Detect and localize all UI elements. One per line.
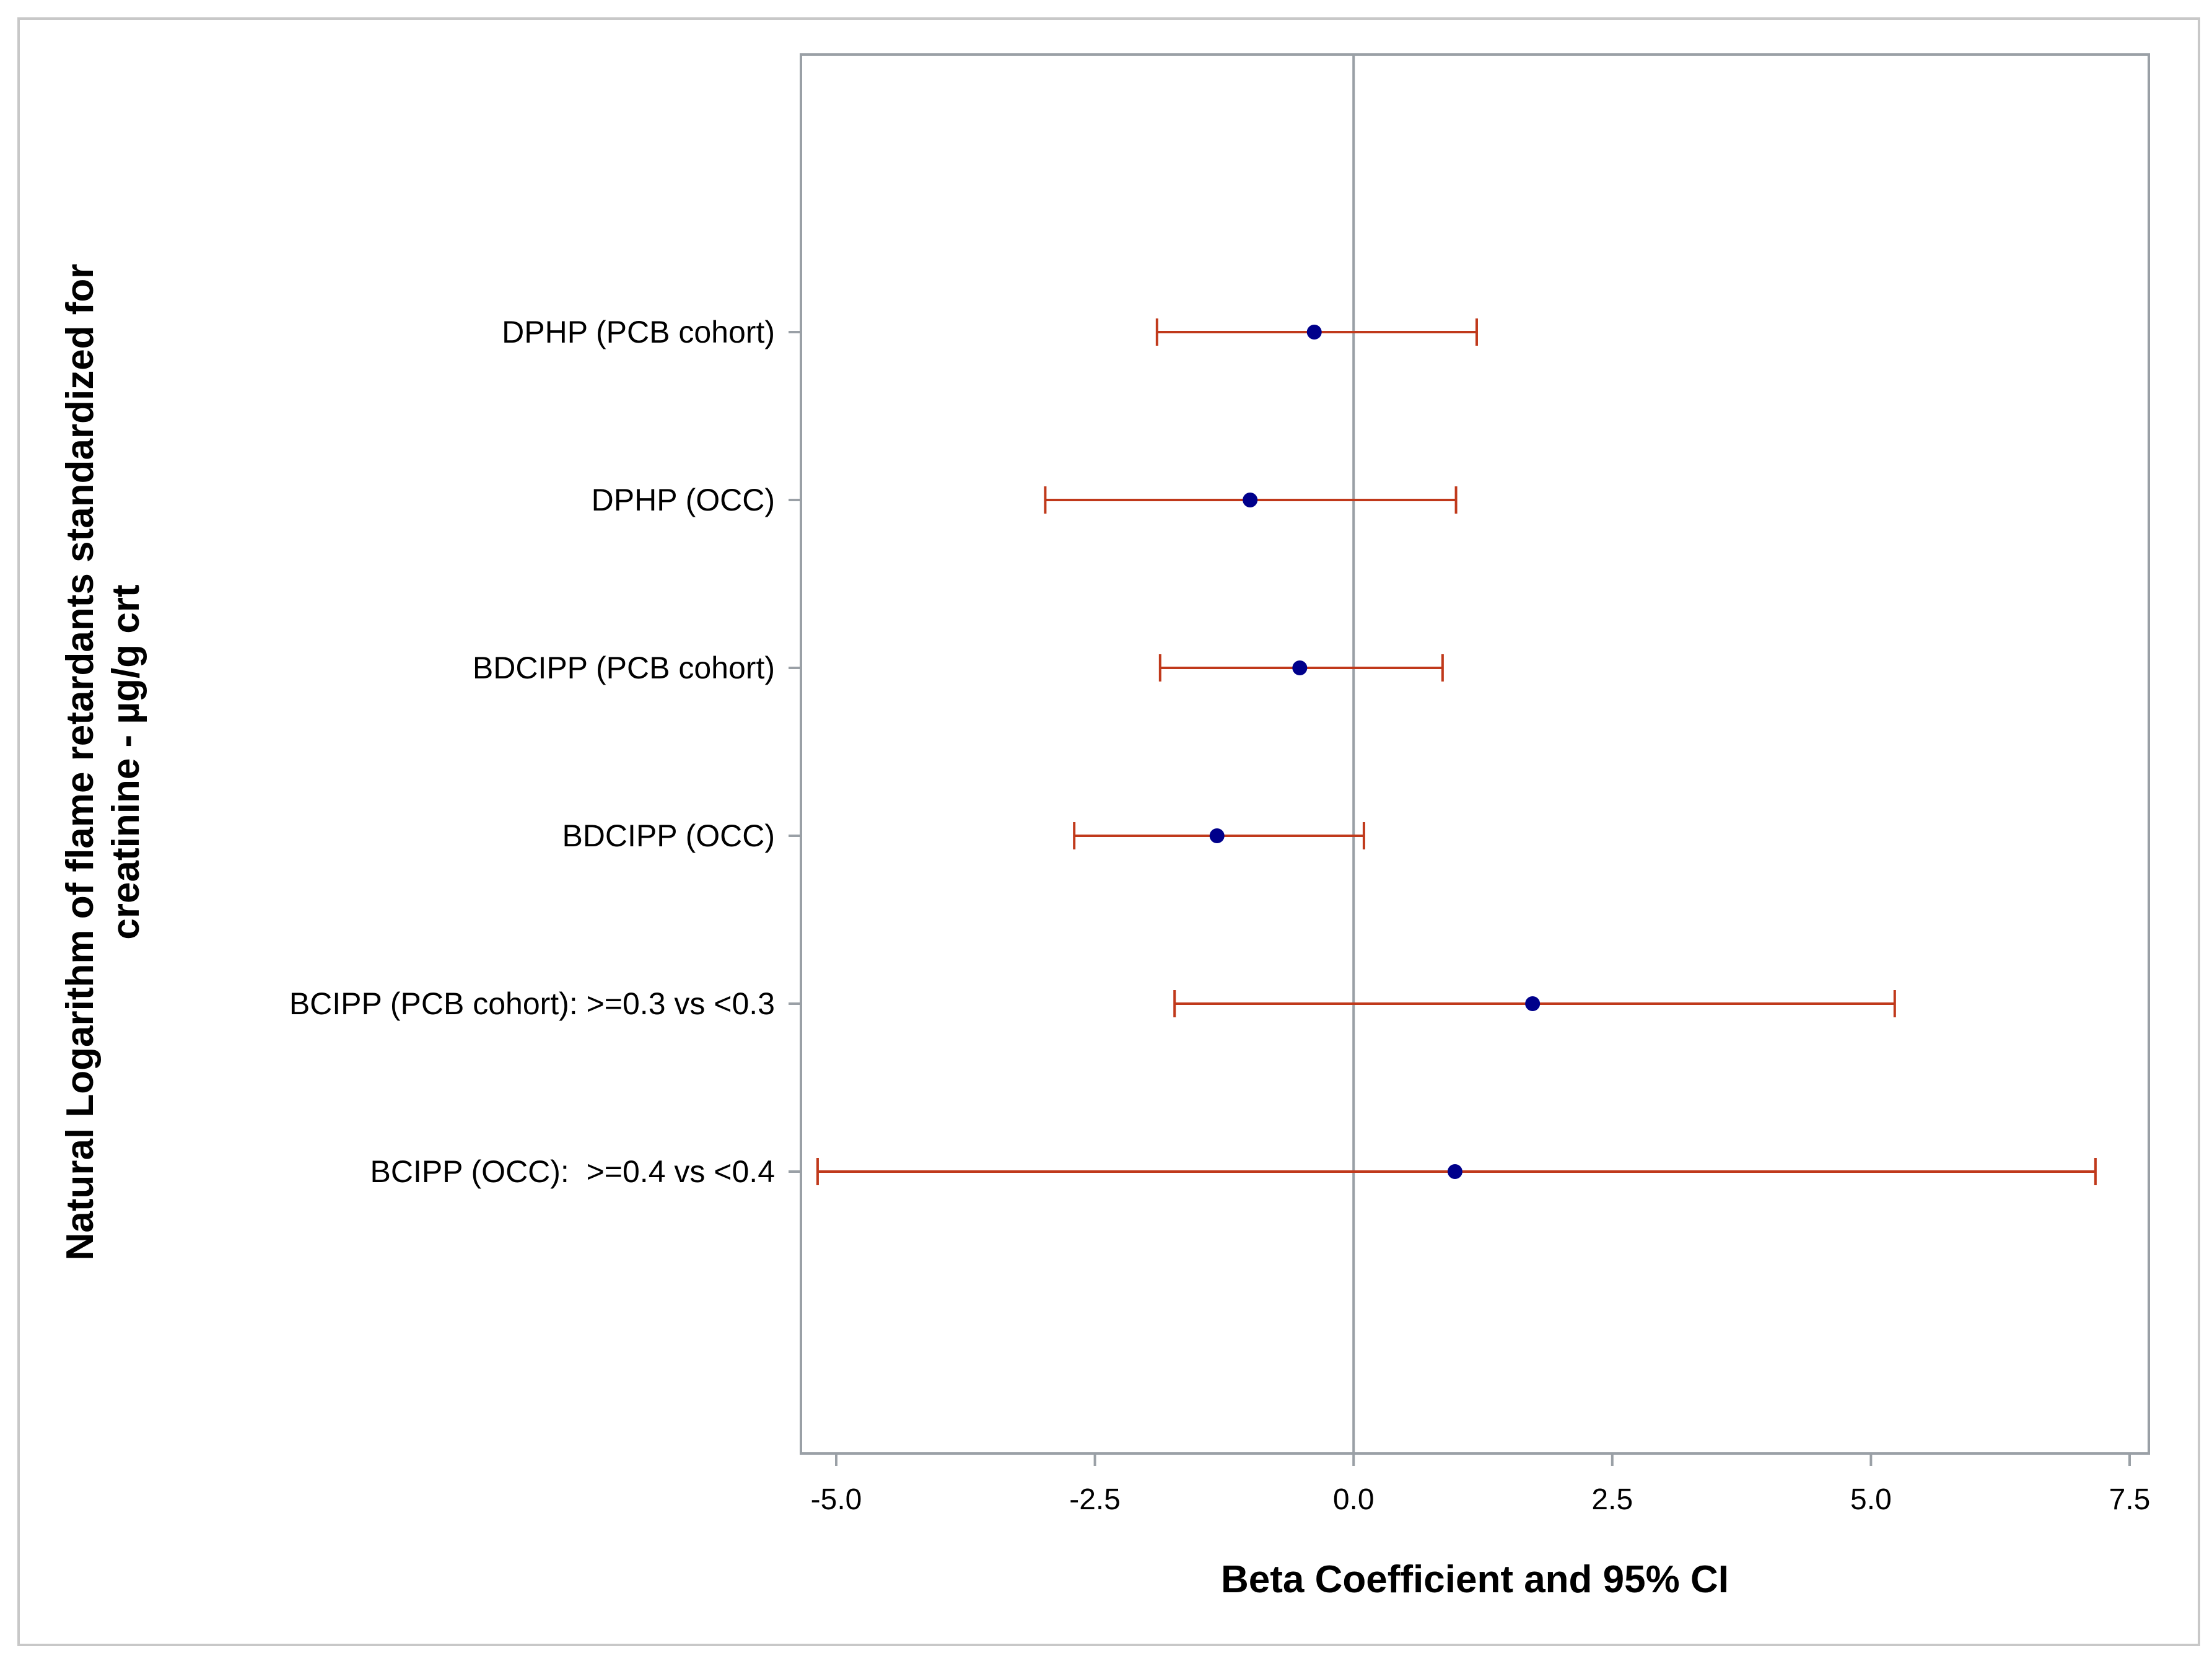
category-label-3: BDCIPP (OCC): [562, 818, 775, 853]
y-axis-title-line-2: creatinine - µg/g crt: [105, 584, 147, 939]
category-label-1: DPHP (OCC): [592, 483, 775, 517]
x-tick-label-1: -2.5: [1069, 1483, 1121, 1516]
x-axis-title: Beta Coefficient and 95% CI: [1221, 1558, 1729, 1601]
x-tick-label-4: 5.0: [1850, 1483, 1892, 1516]
point-estimate-5: [1447, 1164, 1462, 1179]
x-tick-label-5: 7.5: [2109, 1483, 2151, 1516]
x-tick-label-3: 2.5: [1591, 1483, 1633, 1516]
outer-border: [17, 17, 2200, 1646]
y-axis-title-line-1: Natural Logarithm of flame retardants st…: [59, 264, 102, 1261]
category-label-0: DPHP (PCB cohort): [502, 315, 775, 349]
category-label-2: BDCIPP (PCB cohort): [473, 651, 775, 685]
x-tick-label-2: 0.0: [1333, 1483, 1375, 1516]
point-estimate-1: [1243, 493, 1258, 507]
forest-plot-marks: [816, 318, 2097, 1185]
category-label-4: BCIPP (PCB cohort): >=0.3 vs <0.3: [289, 986, 775, 1021]
y-axis-title: Natural Logarithm of flame retardants st…: [59, 264, 147, 1261]
point-estimate-0: [1306, 325, 1322, 340]
point-estimate-2: [1292, 660, 1308, 675]
category-label-5: BCIPP (OCC): >=0.4 vs <0.4: [370, 1154, 775, 1189]
x-axis: -5.0 -2.5 0.0 2.5 5.0 7.5: [811, 1453, 2151, 1516]
category-axis: DPHP (PCB cohort) DPHP (OCC) BDCIPP (PCB c…: [289, 315, 801, 1189]
plot-frame: [800, 53, 2150, 1455]
point-estimate-4: [1525, 996, 1541, 1011]
point-estimate-3: [1209, 828, 1225, 843]
x-tick-label-0: -5.0: [811, 1483, 862, 1516]
